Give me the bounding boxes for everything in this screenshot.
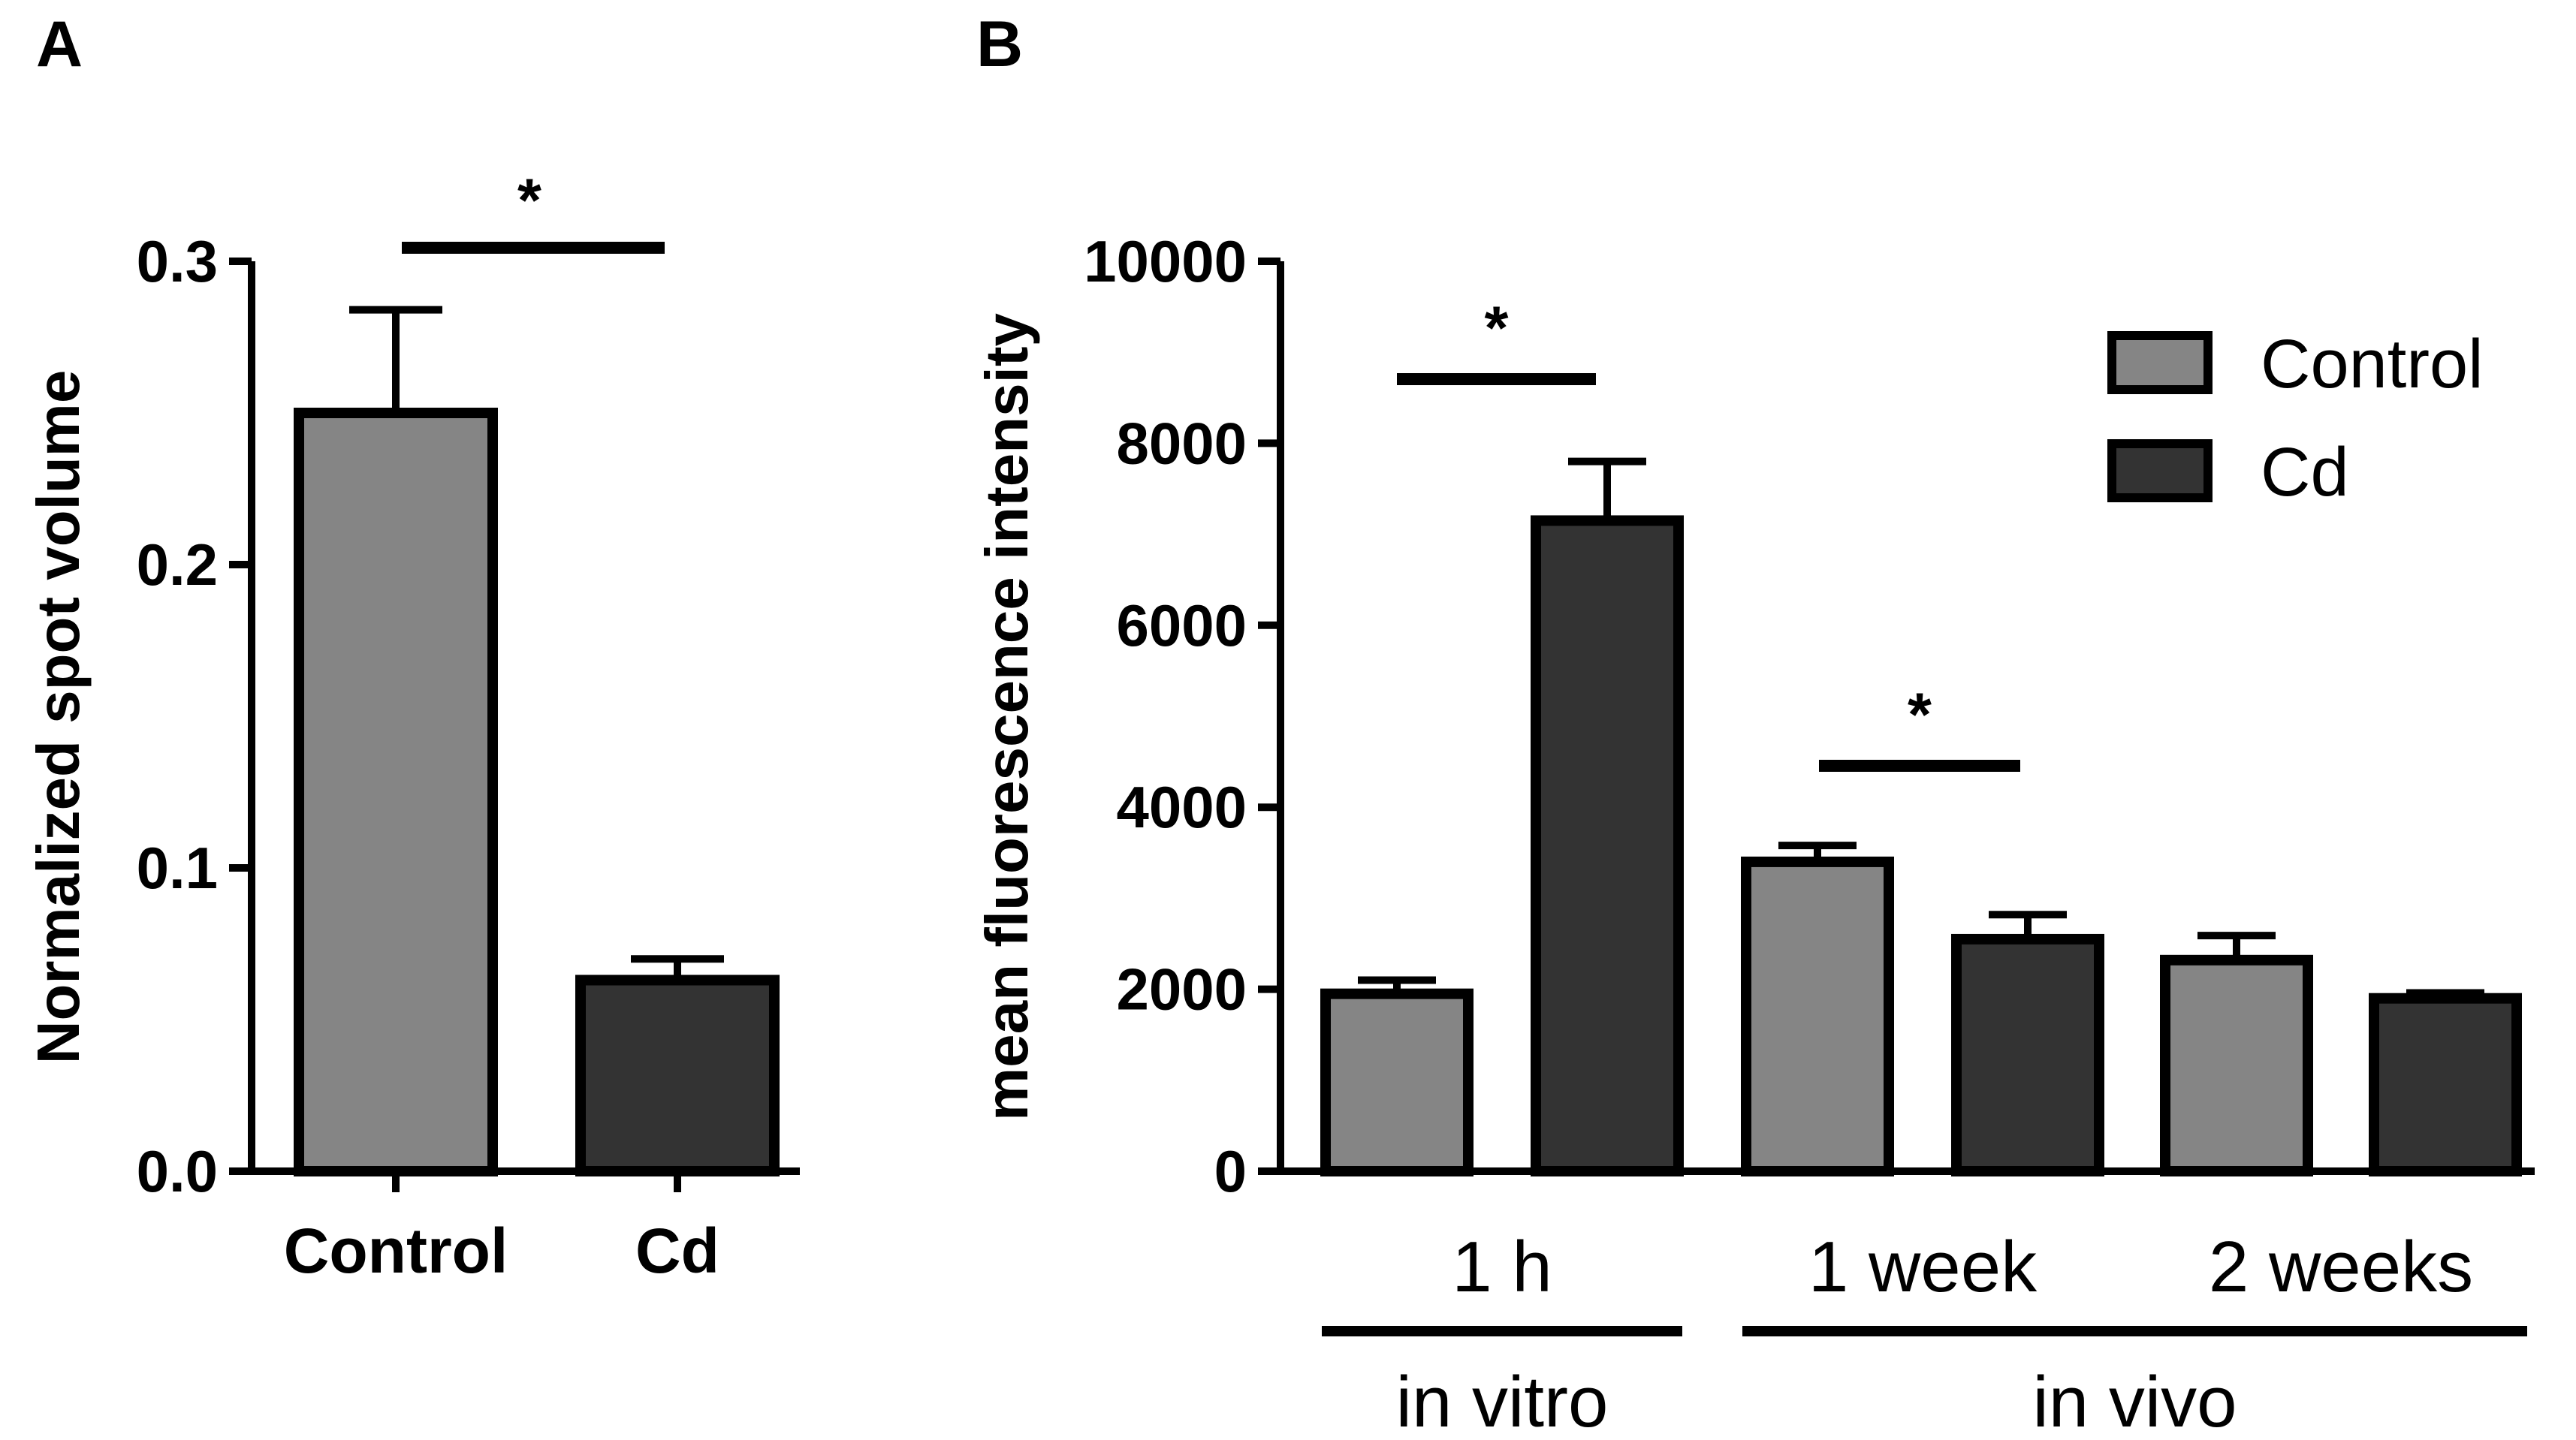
y-tick-label: 0.0 xyxy=(137,1138,218,1204)
y-tick-label: 10000 xyxy=(1084,228,1247,294)
group-label: in vitro xyxy=(1396,1362,1609,1440)
panel-label-a: A xyxy=(36,8,83,80)
x-tick-label: 2 weeks xyxy=(2209,1227,2473,1307)
significance-star: * xyxy=(1908,681,1932,749)
x-tick-label: Cd xyxy=(635,1216,719,1286)
bar-cd-1-h xyxy=(1531,515,1684,1176)
y-tick-label: 0.3 xyxy=(137,228,218,294)
legend-swatch-control xyxy=(2107,331,2213,394)
bar-cd xyxy=(575,975,780,1176)
bar-control-1-h xyxy=(1320,988,1474,1177)
bar-control-1-week xyxy=(1741,856,1894,1177)
y-axis-label: mean fluorescence intensity xyxy=(973,313,1040,1121)
y-tick-label: 4000 xyxy=(1116,774,1247,840)
group-label: in vivo xyxy=(2032,1362,2237,1440)
legend-label: Control xyxy=(2261,326,2484,402)
x-tick-label: 1 week xyxy=(1808,1227,2038,1307)
significance-star: * xyxy=(517,167,541,235)
legend-label: Cd xyxy=(2261,434,2349,511)
bar-control-2-weeks xyxy=(2160,954,2313,1177)
bar-cd-1-week xyxy=(1951,933,2104,1176)
legend-swatch-cd xyxy=(2107,439,2213,502)
chart-b: 0 2000 4000 6000 8000 10000 mean fluorescence … xyxy=(973,228,2535,1440)
y-tick-label: 0.2 xyxy=(137,532,218,598)
panel-label-b: B xyxy=(976,8,1023,80)
x-tick-label: Control xyxy=(284,1216,508,1286)
bar-control xyxy=(294,408,498,1176)
y-tick-label: 0 xyxy=(1214,1138,1247,1204)
y-axis-label: Normalized spot volume xyxy=(25,370,92,1065)
y-tick-label: 8000 xyxy=(1116,410,1247,476)
y-tick-label: 6000 xyxy=(1116,592,1247,658)
y-tick-label: 0.1 xyxy=(137,835,218,901)
chart-a: 0.0 0.1 0.2 0.3 Normalized spot volume Contro… xyxy=(25,167,800,1286)
x-tick-label: 1 h xyxy=(1452,1227,1552,1307)
y-tick-label: 2000 xyxy=(1116,956,1247,1023)
significance-star: * xyxy=(1485,294,1509,363)
bar-cd-2-weeks xyxy=(2369,993,2522,1176)
